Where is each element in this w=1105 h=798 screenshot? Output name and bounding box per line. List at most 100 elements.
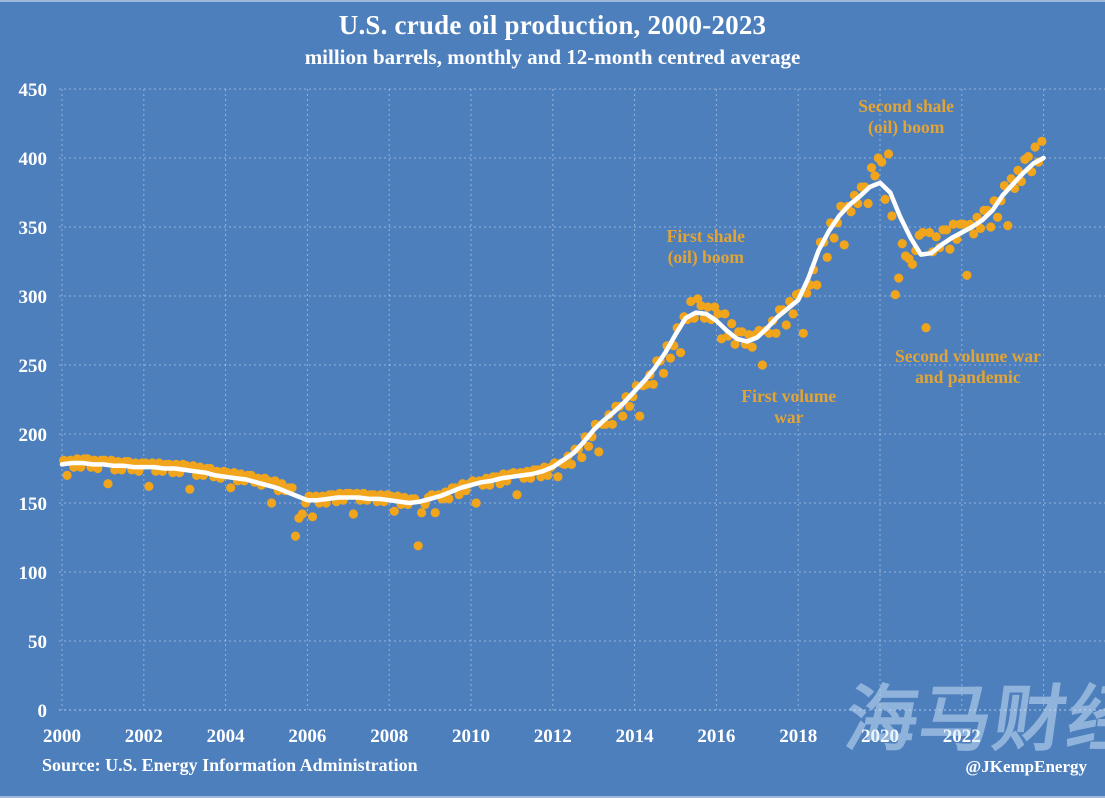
x-tick-label: 2006 xyxy=(288,726,326,747)
annotation-label: Second volume war and pandemic xyxy=(895,346,1041,387)
monthly-dot xyxy=(1030,142,1040,152)
x-tick-label: 2018 xyxy=(779,726,817,747)
monthly-dot xyxy=(277,479,287,489)
y-tick-label: 100 xyxy=(19,563,48,584)
annotation-label: First shale (oil) boom xyxy=(667,226,745,267)
monthly-dot xyxy=(267,498,277,508)
monthly-dot xyxy=(686,296,696,307)
monthly-dot xyxy=(877,157,887,167)
monthly-dot xyxy=(771,328,781,338)
chart-subtitle: million barrels, monthly and 12-month ce… xyxy=(304,45,801,69)
monthly-dot xyxy=(863,198,873,209)
monthly-dot xyxy=(307,512,318,522)
monthly-dot xyxy=(594,447,604,457)
bottom-edge-line xyxy=(0,796,1105,798)
monthly-dot xyxy=(348,509,358,519)
monthly-dot xyxy=(986,222,996,232)
monthly-dot xyxy=(454,490,464,500)
monthly-dot xyxy=(829,233,839,243)
monthly-dot xyxy=(839,240,849,250)
y-tick-label: 250 xyxy=(19,356,48,377)
top-edge-line xyxy=(0,0,1105,2)
monthly-dot xyxy=(185,484,195,494)
y-tick-label: 450 xyxy=(19,80,48,101)
monthly-dot xyxy=(676,348,686,358)
monthly-dot xyxy=(359,488,369,498)
x-tick-label: 2020 xyxy=(861,726,899,747)
monthly-dot xyxy=(696,301,706,311)
annotations: Second shale (oil) boom First shale (oil) b… xyxy=(667,96,1041,427)
monthly-dot xyxy=(890,290,900,300)
monthly-dot xyxy=(62,470,72,480)
x-tick-label: 2010 xyxy=(452,726,490,747)
monthly-dot xyxy=(553,472,563,482)
monthly-dot xyxy=(144,481,154,491)
monthly-dot xyxy=(635,411,645,421)
monthly-scatter-series xyxy=(59,136,1047,551)
monthly-dot xyxy=(894,273,904,283)
monthly-dot xyxy=(883,149,894,159)
monthly-dot xyxy=(921,323,931,333)
monthly-dot xyxy=(444,494,454,504)
y-axis-labels: 0 50 100 150 200 250 300 350 400 450 xyxy=(19,80,48,722)
monthly-dot xyxy=(471,498,481,508)
monthly-dot xyxy=(703,302,713,312)
source-note: Source: U.S. Energy Information Administ… xyxy=(42,755,418,775)
monthly-dot xyxy=(822,252,832,262)
monthly-dot xyxy=(693,294,703,304)
monthly-dot xyxy=(993,212,1003,222)
monthly-dot xyxy=(430,508,440,518)
monthly-dot xyxy=(665,353,676,363)
monthly-dot xyxy=(710,302,720,312)
monthly-dot xyxy=(417,508,427,518)
monthly-dot xyxy=(798,328,808,338)
monthly-dot xyxy=(413,541,423,551)
monthly-dot xyxy=(931,232,941,242)
monthly-dot xyxy=(287,483,297,493)
credit-handle: @JKempEnergy xyxy=(965,757,1087,776)
monthly-dot xyxy=(744,330,754,340)
monthly-dot xyxy=(918,227,928,238)
monthly-dot xyxy=(1003,221,1013,231)
monthly-dot xyxy=(975,223,986,233)
monthly-dot xyxy=(948,219,958,229)
gridlines xyxy=(59,88,1105,711)
monthly-dot xyxy=(624,401,635,411)
x-tick-label: 2012 xyxy=(534,726,572,747)
monthly-dot xyxy=(962,270,972,280)
monthly-dot xyxy=(945,244,955,254)
monthly-dot xyxy=(897,239,907,249)
average-line xyxy=(59,155,1046,506)
monthly-dot xyxy=(907,259,918,269)
monthly-dot xyxy=(788,309,798,319)
monthly-dot xyxy=(730,339,740,349)
chart-title: U.S. crude oil production, 2000-2023 xyxy=(338,10,767,40)
monthly-dot xyxy=(969,229,979,239)
monthly-dot xyxy=(812,280,822,290)
monthly-dot xyxy=(713,309,723,319)
monthly-dot xyxy=(297,509,307,519)
y-tick-label: 50 xyxy=(28,632,47,653)
monthly-dot xyxy=(887,211,897,221)
monthly-dot xyxy=(870,171,880,181)
monthly-dot xyxy=(720,309,730,319)
monthly-dot xyxy=(607,419,618,429)
monthly-dot xyxy=(389,506,399,516)
x-tick-label: 2016 xyxy=(697,726,735,747)
monthly-dot xyxy=(924,227,935,238)
monthly-dot xyxy=(648,379,658,389)
monthly-dot xyxy=(747,342,757,352)
monthly-dot xyxy=(226,483,236,493)
annotation-label: Second shale (oil) boom xyxy=(858,96,954,137)
monthly-dot xyxy=(566,459,577,469)
x-tick-label: 2022 xyxy=(943,726,981,747)
monthly-dot xyxy=(727,319,737,329)
monthly-dot xyxy=(1013,165,1023,175)
monthly-dot xyxy=(880,194,890,204)
monthly-dot xyxy=(941,225,952,235)
title-block: U.S. crude oil production, 2000-2023 mil… xyxy=(0,10,1105,70)
monthly-dot xyxy=(512,490,522,500)
monthly-dot xyxy=(103,479,113,489)
